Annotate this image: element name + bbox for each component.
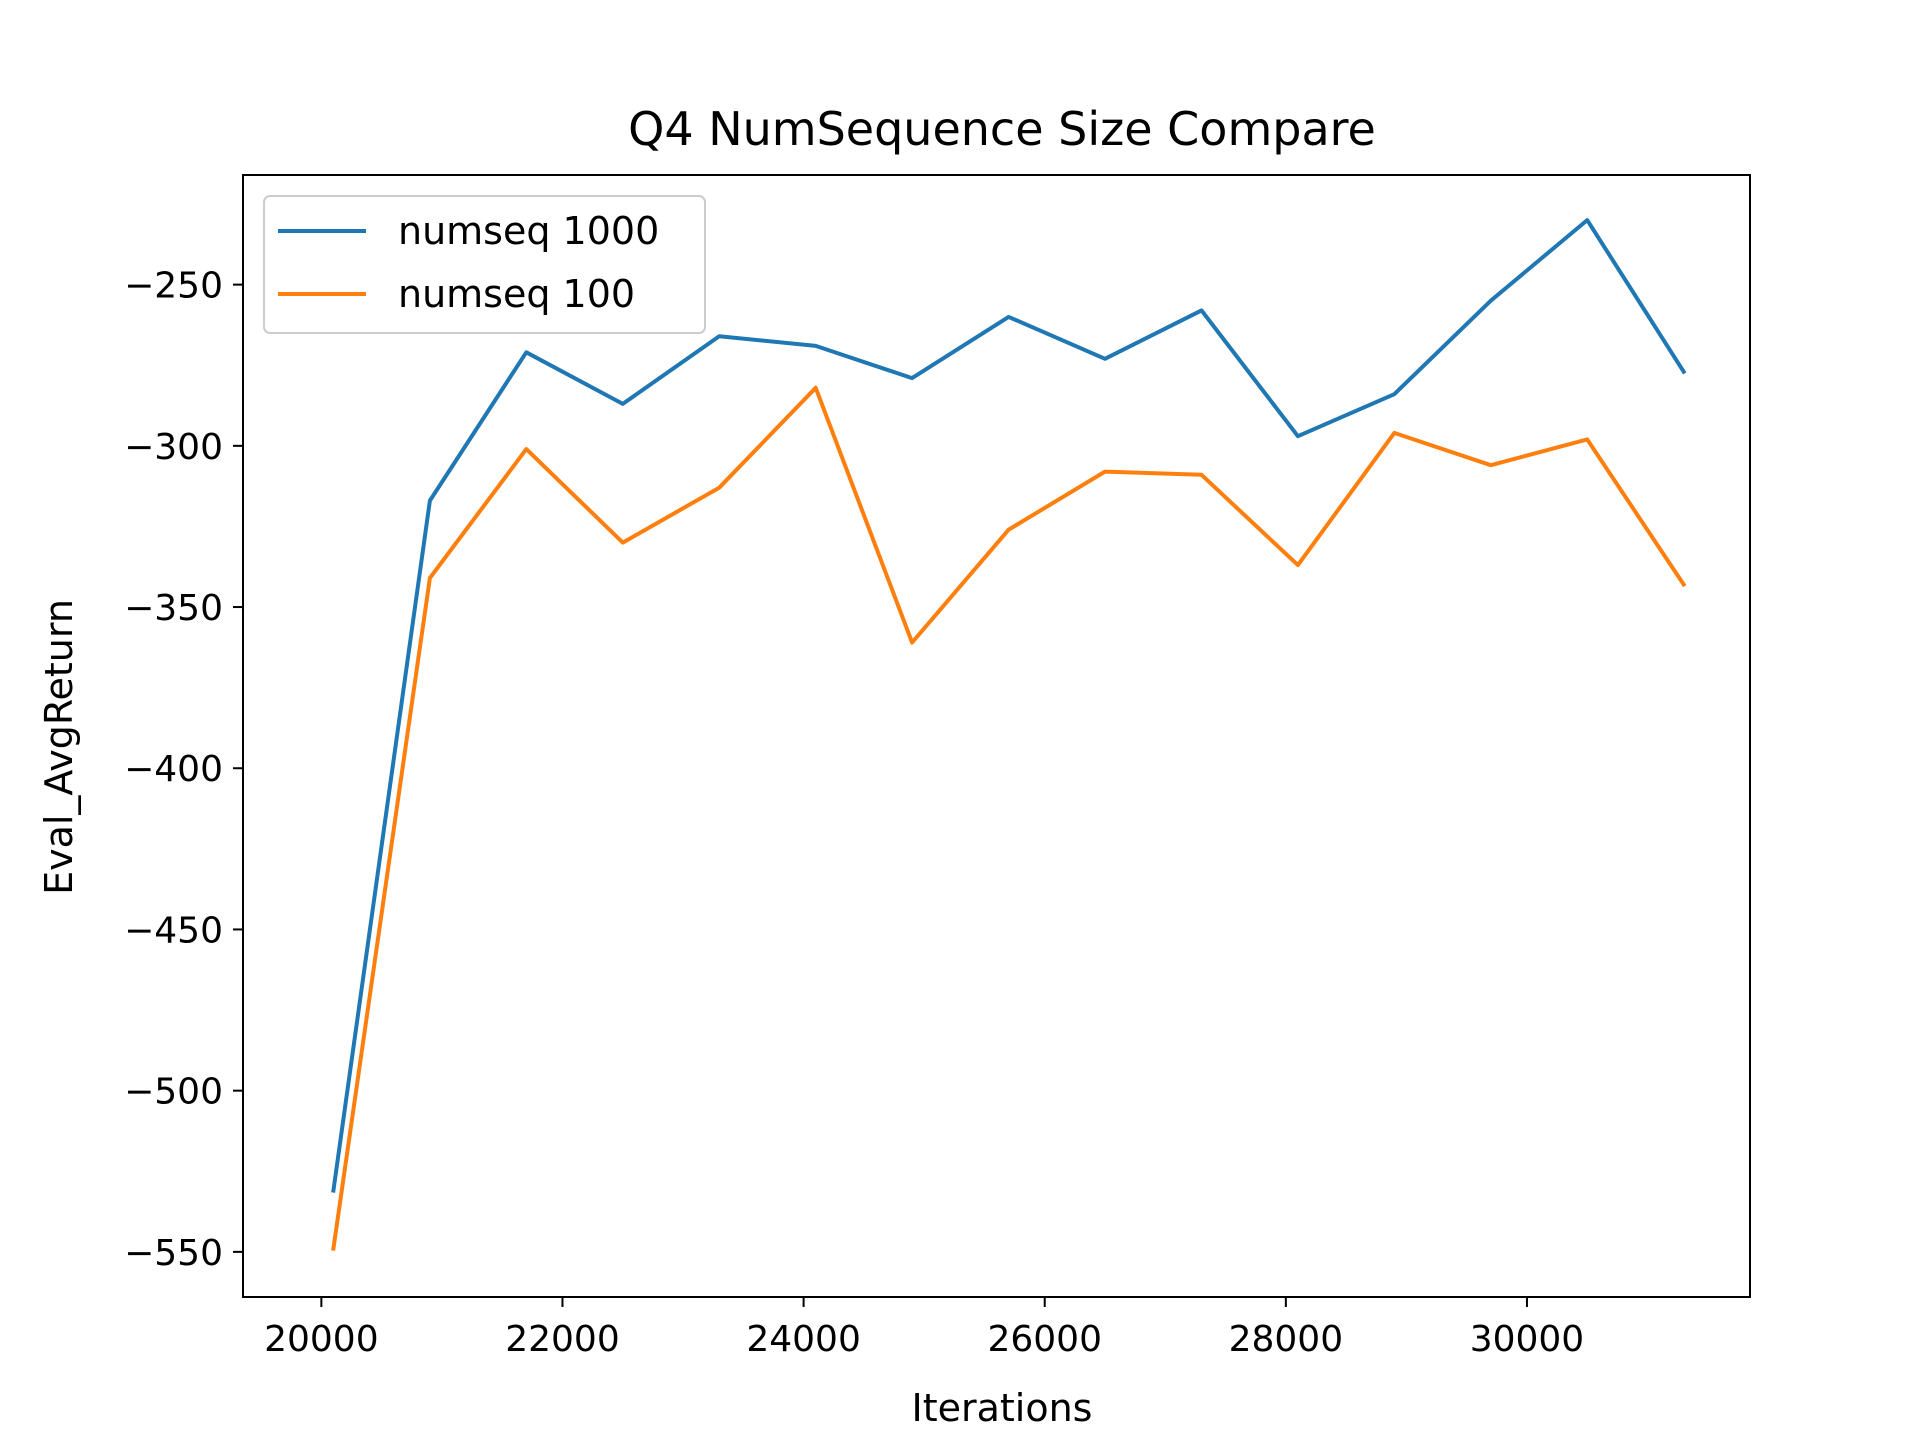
y-tick-label: −450 [124,910,223,951]
plot-area: 20000 22000 24000 26000 28000 30000 −250 −300 −3… [124,174,1751,1360]
x-tick-label: 30000 [1470,1319,1585,1360]
x-axis-label: Iterations [912,1386,1093,1430]
x-tick-label: 20000 [264,1319,379,1360]
y-tick-label: −300 [124,427,223,468]
y-tick-label: −400 [124,749,223,790]
plot-frame [242,174,1751,1298]
x-tick-label: 28000 [1229,1319,1344,1360]
legend-box [263,195,706,334]
y-tick-label: −550 [124,1233,223,1274]
legend-label-2: numseq 100 [398,272,635,316]
y-tick-label: −250 [124,266,223,307]
legend: numseq 1000 numseq 100 [263,195,706,334]
x-tick-label: 26000 [987,1319,1102,1360]
y-tick-label: −500 [124,1072,223,1113]
x-tick-label: 24000 [746,1319,861,1360]
plot-background [243,175,1750,1297]
series-line-1 [331,218,1687,1193]
x-tick-label: 22000 [505,1319,620,1360]
series-line-2 [331,385,1687,1251]
y-tick-label: −350 [124,588,223,629]
chart-title: Q4 NumSequence Size Compare [628,102,1376,156]
y-axis-label: Eval_AvgReturn [37,599,81,895]
legend-label-1: numseq 1000 [398,209,659,253]
